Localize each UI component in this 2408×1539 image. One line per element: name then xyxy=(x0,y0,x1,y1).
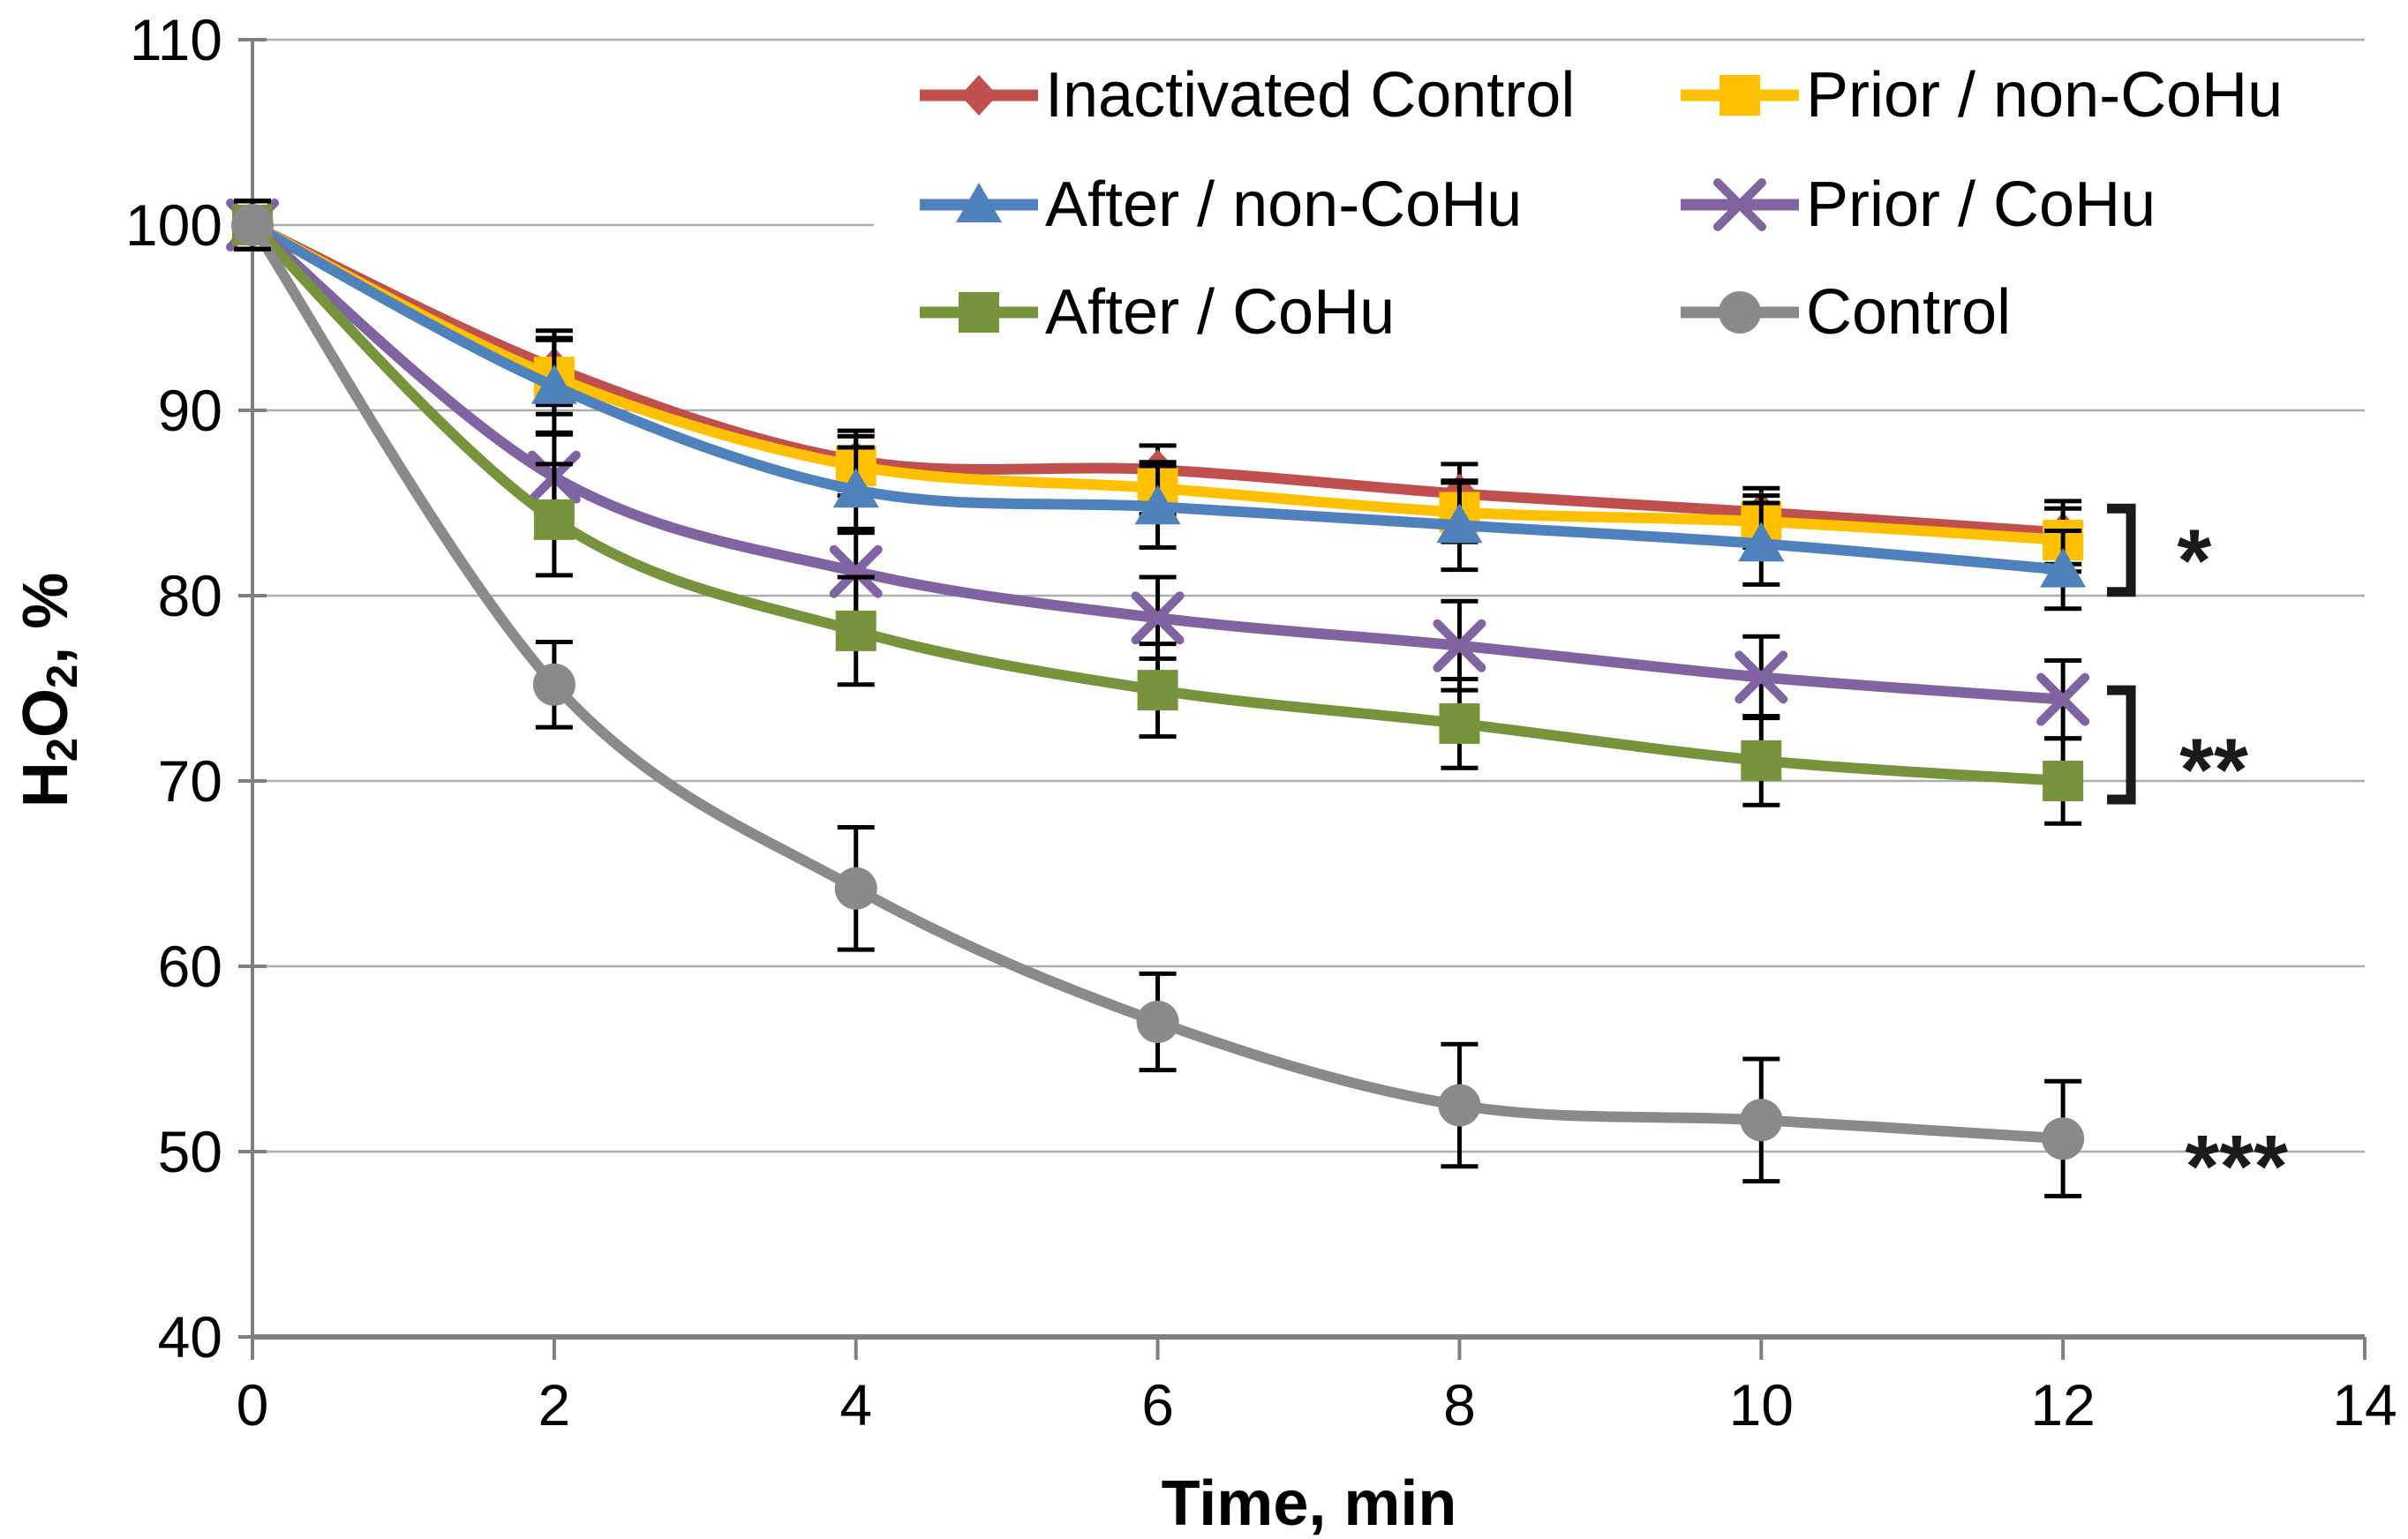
square-marker xyxy=(835,610,877,651)
triangle-marker xyxy=(2040,547,2087,588)
square-marker xyxy=(1439,702,1480,744)
x-tick-label-8: 8 xyxy=(1443,1372,1476,1438)
y-tick-label-70: 70 xyxy=(158,748,222,814)
y-tick-label-80: 80 xyxy=(158,563,222,628)
y-tick-label-110: 110 xyxy=(130,7,222,72)
square-marker xyxy=(1137,670,1178,711)
markers xyxy=(231,204,2085,1160)
x-axis-title: Time, min xyxy=(1161,1468,1457,1539)
x-marker xyxy=(1433,619,1486,672)
significance-annotations: ****** xyxy=(2107,503,2288,1216)
series-after-cohu xyxy=(232,199,2084,826)
triangle-marker xyxy=(1134,484,1181,525)
x-tick-label-6: 6 xyxy=(1141,1372,1174,1438)
significance-label-2: ** xyxy=(2179,721,2248,820)
x-tick-label-2: 2 xyxy=(538,1372,570,1438)
y-title-part: H xyxy=(11,762,81,808)
x-tick-label-4: 4 xyxy=(839,1372,872,1438)
series-after-non-cohu xyxy=(230,199,2087,612)
x-marker xyxy=(1735,650,1788,704)
axes xyxy=(238,38,2367,1360)
gridlines xyxy=(252,38,2365,1153)
significance-label-3: *** xyxy=(2185,1117,2288,1216)
y-axis-title: H2O2, % xyxy=(9,425,87,955)
y-tick-label-40: 40 xyxy=(158,1304,222,1370)
circle-marker xyxy=(1438,1084,1481,1127)
y-tick-label-50: 50 xyxy=(158,1119,222,1184)
x-marker xyxy=(829,544,883,598)
y-title-part: , % xyxy=(11,572,81,664)
square-marker xyxy=(533,499,575,540)
square-marker xyxy=(2043,761,2084,801)
triangle-marker xyxy=(531,364,577,404)
y-tick-label-100: 100 xyxy=(125,192,222,258)
circle-marker xyxy=(532,663,576,706)
square-marker xyxy=(1741,739,1782,781)
triangle-marker xyxy=(1738,522,1785,562)
circle-marker xyxy=(2042,1117,2085,1160)
circle-marker xyxy=(1136,1001,1179,1043)
y-title-subscript: 2 xyxy=(38,664,87,689)
x-tick-label-10: 10 xyxy=(1729,1372,1794,1438)
triangle-marker xyxy=(832,468,879,508)
x-tick-label-14: 14 xyxy=(2332,1372,2397,1438)
markers xyxy=(230,203,2087,588)
x-marker xyxy=(1131,591,1185,645)
y-tick-label-90: 90 xyxy=(158,378,222,443)
circle-marker xyxy=(1740,1099,1783,1142)
x-marker xyxy=(2036,672,2090,726)
x-tick-label-0: 0 xyxy=(237,1372,269,1438)
y-title-subscript: 2 xyxy=(38,738,87,762)
significance-bracket-2 xyxy=(2107,685,2136,805)
significance-label-1: * xyxy=(2177,511,2211,610)
series-control xyxy=(231,199,2085,1198)
x-tick-label-12: 12 xyxy=(2030,1372,2095,1438)
significance-bracket-1 xyxy=(2107,503,2136,597)
y-title-part: O xyxy=(11,688,81,739)
circle-marker xyxy=(231,204,274,246)
y-tick-label-60: 60 xyxy=(158,934,222,999)
circle-marker xyxy=(834,867,877,910)
triangle-marker xyxy=(1436,503,1483,544)
tick-labels: 40 50 60 70 80 90 100 110 0 2 4 6 8 10 12 14 xyxy=(125,7,2397,1438)
